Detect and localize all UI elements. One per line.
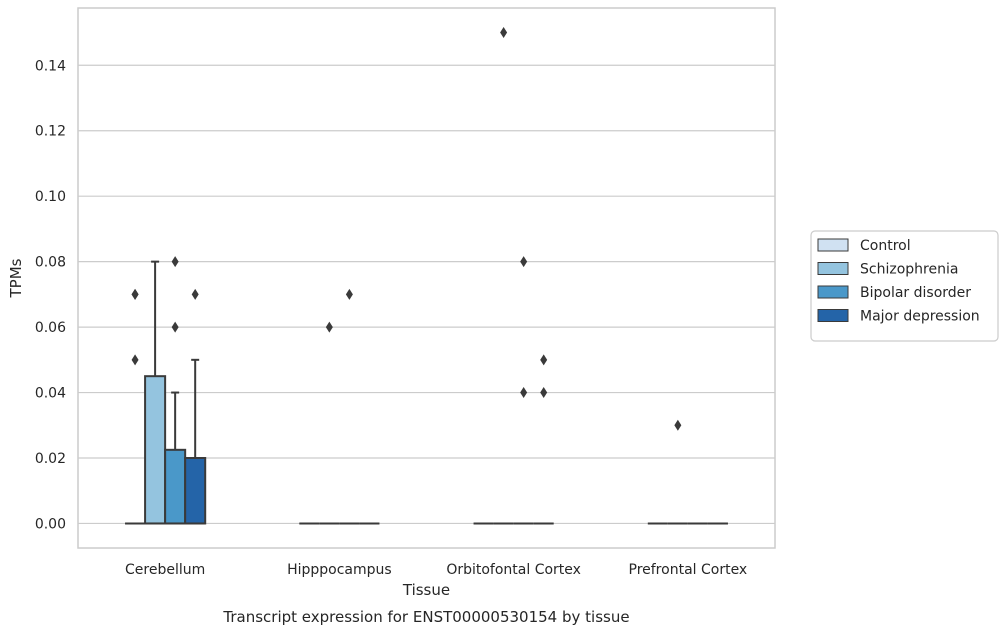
outlier-point	[540, 354, 548, 366]
legend-swatch	[817, 262, 849, 275]
outlier-markers	[131, 27, 682, 431]
legend-swatch	[817, 309, 849, 322]
y-tick-label: 0.06	[35, 320, 66, 336]
outlier-point	[345, 288, 353, 300]
box-body	[144, 375, 167, 525]
y-tick-label: 0.10	[35, 189, 66, 205]
x-axis-label: Tissue	[402, 581, 450, 599]
box-body	[164, 448, 187, 525]
box-1-0	[144, 260, 167, 525]
y-axis-label: TPMs	[7, 258, 25, 298]
legend-label: Control	[860, 238, 911, 254]
x-tick-label: Prefrontal Cortex	[629, 562, 748, 578]
outlier-point	[131, 288, 139, 300]
plot-frame	[77, 7, 776, 549]
box-groups	[125, 260, 728, 525]
legend-item: Control	[817, 238, 911, 254]
box-2-0	[164, 391, 187, 525]
box-body	[184, 457, 207, 525]
legend-label: Major depression	[860, 309, 980, 325]
outlier-point	[540, 387, 548, 399]
x-tick-label: Cerebellum	[125, 562, 205, 578]
legend-swatch	[817, 238, 849, 252]
y-tick-label: 0.12	[35, 124, 66, 140]
legend-item: Bipolar disorder	[817, 285, 971, 301]
box-3-0	[184, 358, 207, 525]
outlier-point	[520, 387, 528, 399]
legend: Control Schizophrenia Bipolar disorder Majo…	[810, 230, 999, 342]
x-tick-labels: Cerebellum Hipppocampus Orbitofontal Corte…	[125, 562, 747, 578]
outlier-point	[674, 419, 682, 431]
legend-box	[810, 230, 999, 342]
y-tick-label: 0.04	[35, 386, 66, 402]
outlier-point	[191, 288, 199, 300]
x-tick-label: Orbitofontal Cortex	[446, 562, 581, 578]
y-tick-label: 0.08	[35, 255, 66, 271]
legend-label: Bipolar disorder	[860, 285, 971, 301]
legend-item: Schizophrenia	[817, 262, 958, 278]
legend-item: Major depression	[817, 309, 980, 325]
outlier-point	[520, 256, 528, 268]
y-tick-label: 0.00	[35, 516, 66, 532]
x-tick-label: Hipppocampus	[287, 562, 392, 578]
outlier-point	[171, 256, 179, 268]
outlier-point	[171, 321, 179, 333]
legend-label: Schizophrenia	[860, 262, 958, 278]
outlier-point	[500, 27, 508, 39]
y-tick-labels: 0.00 0.02 0.04 0.06 0.08 0.10 0.12 0.14	[35, 58, 66, 532]
chart-caption: Transcript expression for ENST0000053015…	[222, 608, 629, 626]
outlier-point	[325, 321, 333, 333]
legend-swatch	[817, 285, 849, 299]
outlier-point	[131, 354, 139, 366]
y-tick-label: 0.02	[35, 451, 66, 467]
y-tick-label: 0.14	[35, 58, 66, 74]
